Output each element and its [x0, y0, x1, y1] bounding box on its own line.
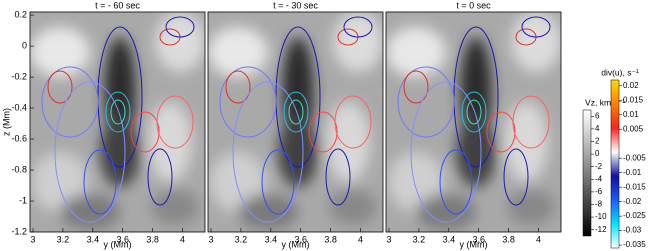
y-tick-label: -0.2 — [11, 71, 27, 81]
x-tick-label: 4 — [358, 234, 363, 244]
colorbar — [582, 109, 592, 237]
x-tick-label: 3.8 — [502, 234, 515, 244]
colorbar-tick-label: 0.005 — [623, 124, 644, 133]
y-tick-label: -1 — [19, 195, 27, 205]
x-tick-label: 3 — [30, 234, 35, 244]
colorbar-tick-label: -6 — [595, 187, 603, 196]
y-tick-label: -0.4 — [11, 102, 27, 112]
x-axis-label: y (Mm) — [282, 239, 310, 249]
colorbar-tick-label: 4 — [595, 124, 600, 133]
colorbar-tick-label: 2 — [595, 137, 600, 146]
panel-title: t = - 60 sec — [95, 0, 140, 10]
x-tick-label: 3.2 — [413, 234, 426, 244]
colorbar-tick-label: -4 — [595, 174, 603, 183]
x-axis-label: y (Mm) — [104, 239, 132, 249]
x-tick-label: 3.4 — [87, 234, 100, 244]
y-tick-label: -0.8 — [11, 164, 27, 174]
colorbar-tick-label: 0.015 — [623, 95, 644, 104]
colorbar-tick-label: -2 — [595, 162, 603, 171]
colorbar-tick-label: -0.02 — [623, 197, 642, 206]
x-tick-label: 3 — [208, 234, 213, 244]
x-tick-label: 3 — [386, 234, 391, 244]
y-tick-label: -1.2 — [11, 226, 27, 236]
colorbar-tick-label: -0.005 — [623, 153, 646, 162]
colorbar-tick-label: 0 — [595, 149, 600, 158]
y-tick-label: 0.2 — [14, 9, 27, 19]
plot-frame — [385, 11, 562, 233]
colorbar — [610, 79, 620, 249]
y-tick-label: 0 — [22, 40, 27, 50]
colorbar-tick-label: -0.015 — [623, 182, 646, 191]
plot-frame — [29, 11, 206, 233]
x-tick-label: 3.6 — [472, 234, 485, 244]
x-tick-label: 3.8 — [146, 234, 159, 244]
colorbar-label: Vz, km s⁻¹ — [585, 97, 625, 107]
x-tick-label: 3.4 — [443, 234, 456, 244]
colorbar-tick-label: -0.01 — [623, 168, 642, 177]
x-tick-label: 3.2 — [235, 234, 248, 244]
panel-title: t = - 30 sec — [273, 0, 318, 10]
heatmap-image — [30, 12, 205, 232]
y-axis-label: z (Mm) — [1, 108, 11, 136]
x-tick-label: 3.8 — [324, 234, 337, 244]
heatmap-image — [386, 12, 561, 232]
plot-frame — [207, 11, 384, 233]
colorbar-tick-label: 0.01 — [623, 110, 639, 119]
x-tick-label: 4 — [536, 234, 541, 244]
colorbar-tick-label: -0.03 — [623, 226, 642, 235]
heatmap-image — [208, 12, 383, 232]
x-tick-label: 3.6 — [294, 234, 307, 244]
x-axis-label: y (Mm) — [460, 239, 488, 249]
colorbar-tick-label: 0.02 — [623, 81, 639, 90]
colorbar-tick-label: 6 — [595, 111, 600, 120]
colorbar-tick-label: -8 — [595, 200, 603, 209]
y-tick-label: -0.6 — [11, 133, 27, 143]
colorbar-tick-label: -12 — [595, 225, 607, 234]
x-tick-label: 4 — [180, 234, 185, 244]
panel-title: t = 0 sec — [456, 0, 491, 10]
x-tick-label: 3.2 — [57, 234, 70, 244]
x-tick-label: 3.4 — [265, 234, 278, 244]
colorbar-tick-label: -10 — [595, 212, 607, 221]
colorbar-tick-label: -0.025 — [623, 211, 646, 220]
colorbar-label: div(u), s⁻¹ — [601, 67, 639, 77]
x-tick-label: 3.6 — [116, 234, 129, 244]
colorbar-tick-label: -0.035 — [623, 240, 646, 249]
